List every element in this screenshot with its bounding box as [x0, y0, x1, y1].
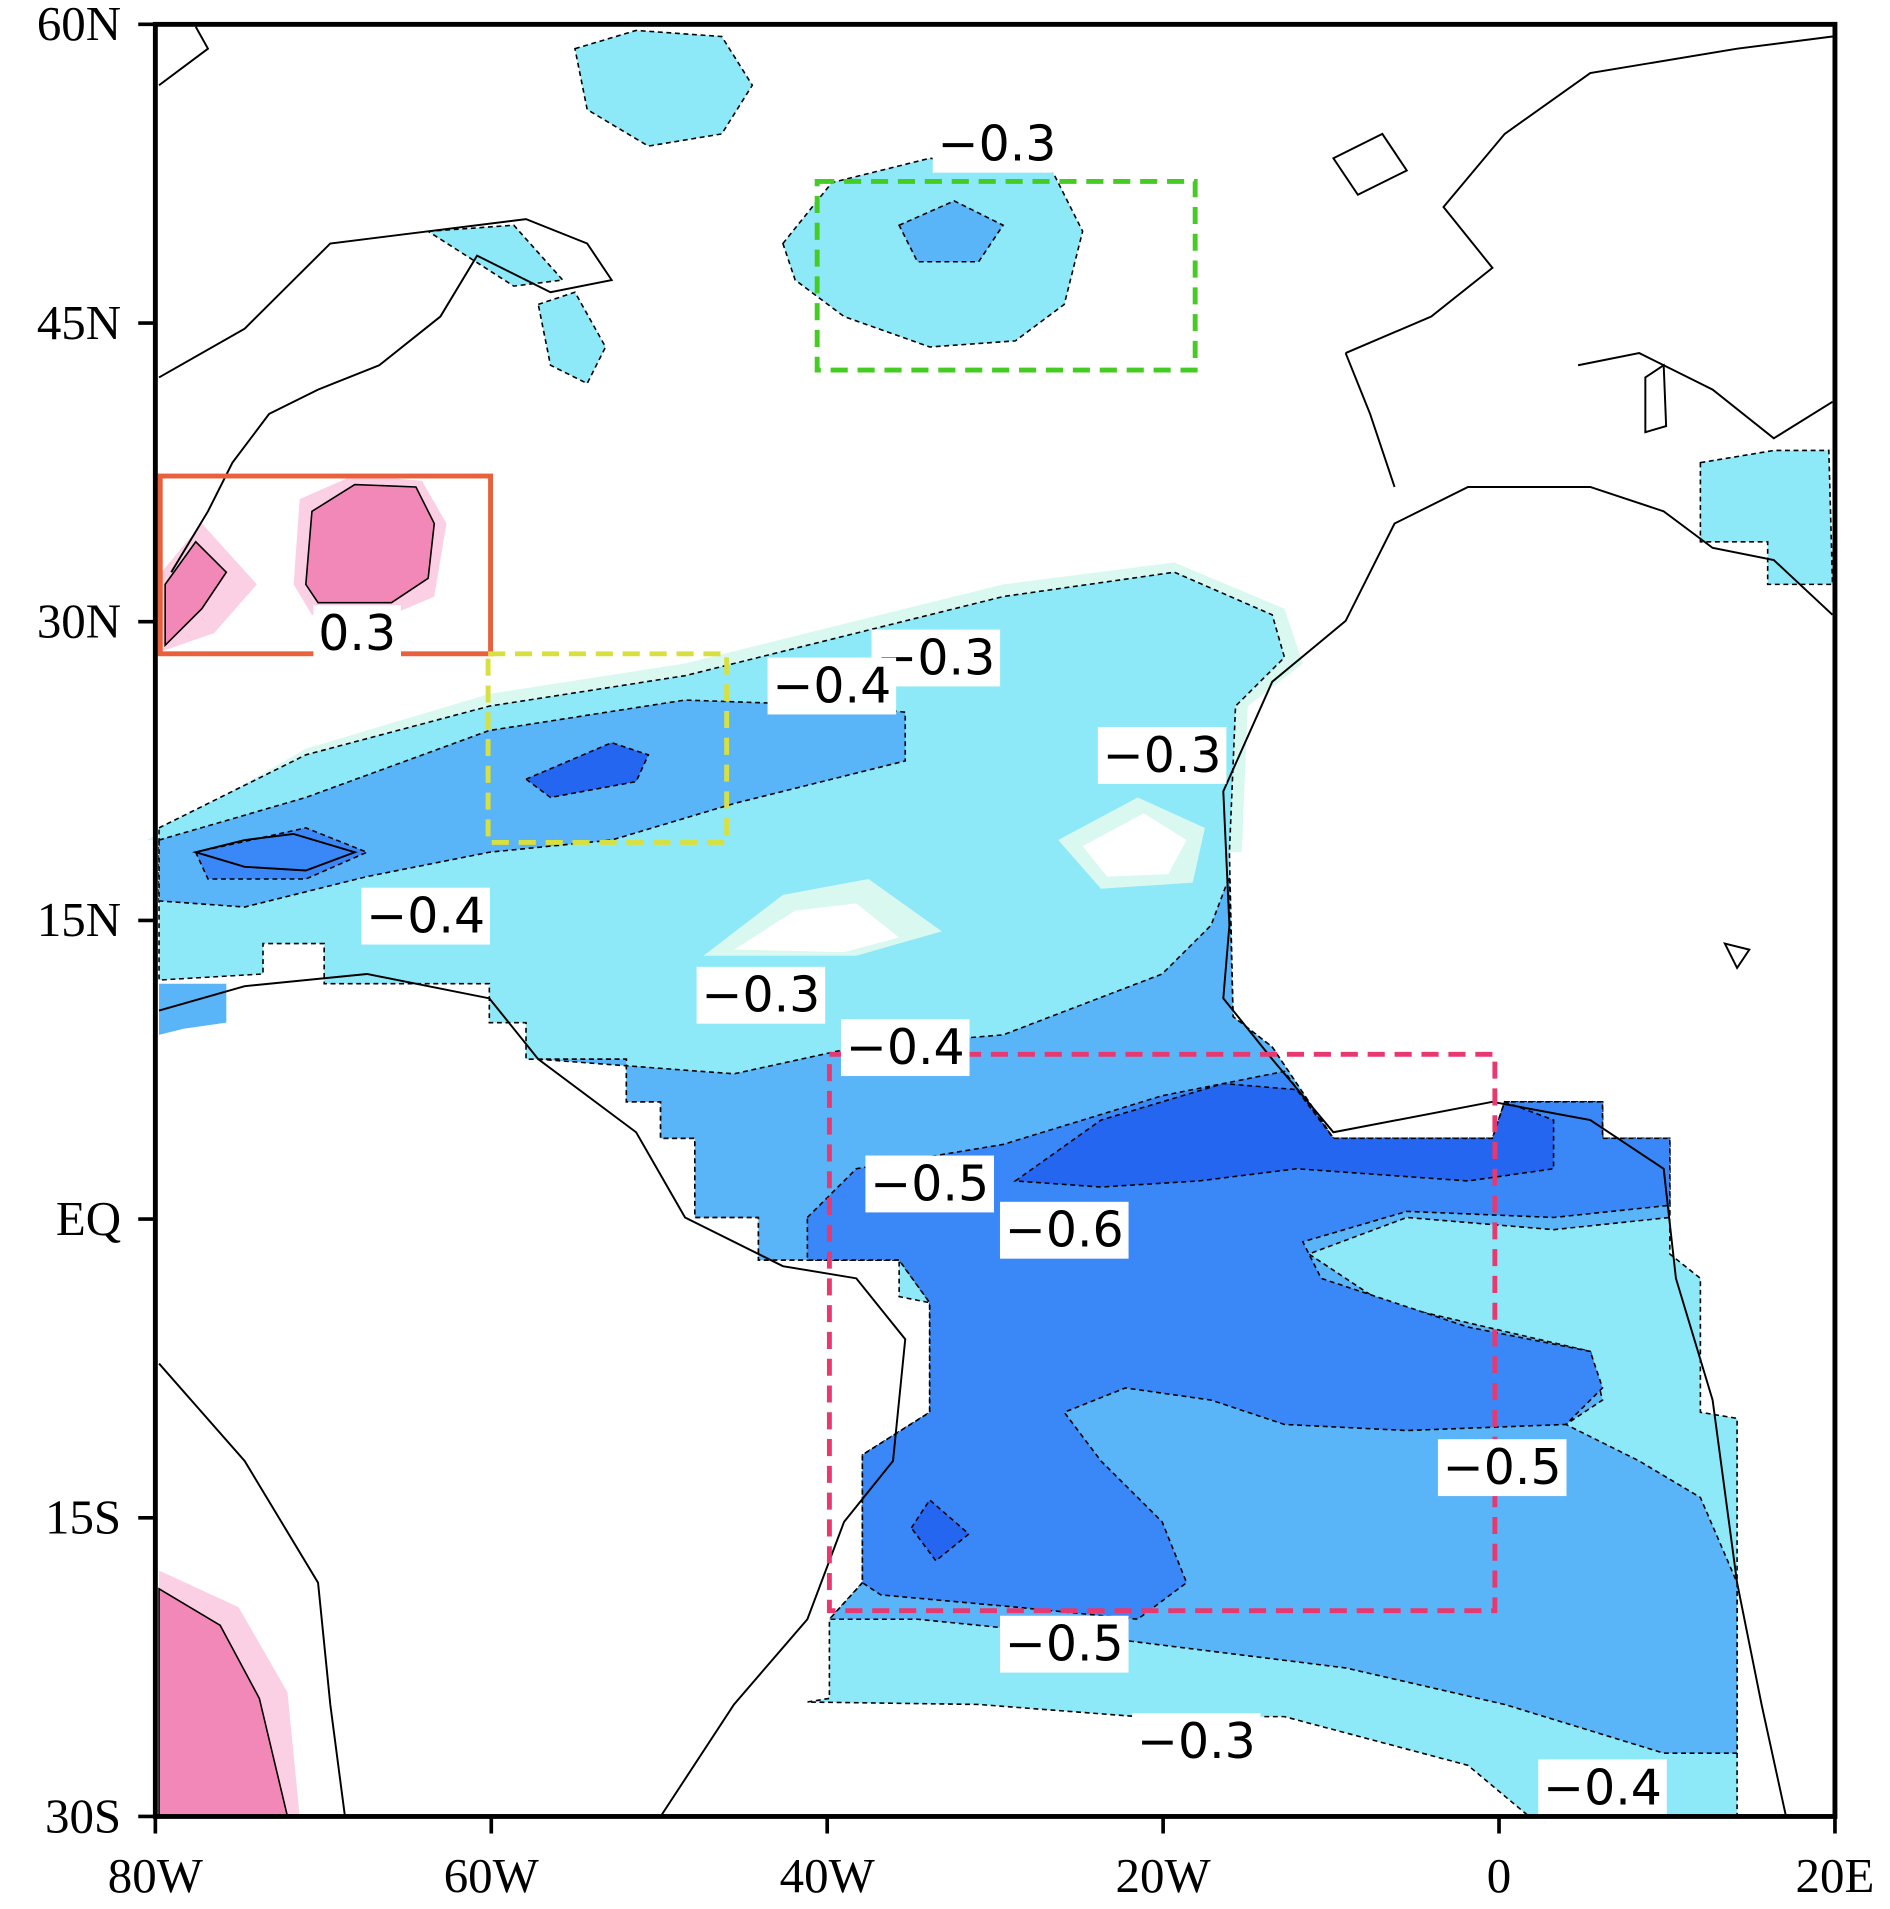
contour-label: −0.5	[999, 1615, 1129, 1673]
contour-label: −0.3	[1132, 1713, 1261, 1771]
contour-label-text: −0.6	[1005, 1202, 1124, 1259]
label-bg	[313, 605, 401, 663]
label-bg	[932, 115, 1062, 173]
y-tick-label: 30S	[45, 1789, 121, 1843]
label-bg	[696, 966, 826, 1024]
shade-05	[194, 827, 370, 880]
x-tick-label: 80W	[108, 1849, 203, 1903]
label-bg	[865, 1155, 994, 1213]
contour-label-text: −0.3	[1137, 1713, 1256, 1770]
contour-label: −0.6	[999, 1201, 1129, 1259]
contour-label-text: 0.3	[318, 605, 396, 662]
contour-label: −0.3	[696, 966, 826, 1024]
contour-label: −0.4	[840, 1019, 970, 1077]
contour-label-text: −0.4	[846, 1019, 965, 1076]
contour-label-text: −0.5	[1005, 1616, 1124, 1673]
label-bg	[1538, 1759, 1667, 1817]
contour-label-text: −0.4	[772, 658, 891, 715]
contour-labels: −0.30.3 −0.3−0.4−0.3−0.4−0.3−0.4−0.5−0.6−…	[313, 115, 1667, 1817]
coastline	[1222, 486, 1834, 1817]
contour-label: −0.3	[1097, 726, 1227, 784]
contour-label: −0.4	[361, 887, 490, 945]
coastline	[158, 26, 614, 573]
y-tick-label: 60N	[37, 0, 121, 51]
x-tick-label: 60W	[444, 1849, 539, 1903]
coastline	[1331, 35, 1834, 488]
box-yellow	[485, 651, 730, 845]
label-bg	[840, 1019, 970, 1077]
label-bg	[999, 1615, 1129, 1673]
y-tick-label: 45N	[37, 296, 121, 350]
label-bg	[1097, 726, 1227, 784]
shade-north-05	[898, 200, 1005, 263]
contour-label-text: −0.5	[1443, 1439, 1562, 1496]
coastline	[158, 972, 907, 1818]
label-bg	[361, 887, 490, 945]
contour-label-text: −0.3	[1103, 727, 1222, 784]
box-green	[814, 178, 1198, 373]
contour-label: −0.4	[767, 657, 897, 715]
contour-label: −0.3	[932, 115, 1062, 173]
gap-white	[733, 813, 1187, 953]
contour-label-text: −0.3	[702, 967, 821, 1024]
contour-label-text: −0.3	[938, 116, 1057, 173]
x-tick-label: 40W	[780, 1849, 875, 1903]
box-pink	[826, 1051, 1498, 1614]
shade-north	[425, 29, 1834, 586]
contour-label: 0.3	[313, 605, 401, 663]
x-tick-label: 20E	[1796, 1849, 1875, 1903]
label-bg	[1437, 1439, 1567, 1497]
coastlines	[158, 26, 1834, 1818]
label-bg	[1132, 1713, 1261, 1771]
y-tick-label: 15S	[45, 1491, 121, 1545]
contour-label-text: −0.4	[1543, 1759, 1662, 1816]
pink	[158, 483, 436, 1818]
label-bg	[999, 1201, 1129, 1259]
y-tick-label: 15N	[37, 893, 121, 947]
contour-label: −0.5	[865, 1155, 994, 1213]
shade-06	[524, 741, 1555, 1562]
contour-label-text: −0.5	[870, 1156, 989, 1213]
shade-04	[159, 983, 227, 1035]
y-tick-label: 30N	[37, 595, 121, 649]
axes: 60N 45N 30N 15N EQ 15S 30S 80W 60W 40W 20W 0 20E	[37, 0, 1874, 1903]
contour-label-text: −0.3	[876, 630, 995, 687]
label-bg	[767, 657, 897, 715]
coastline	[192, 363, 1751, 970]
contour-label: −0.4	[1538, 1759, 1667, 1817]
contour-label-text: −0.4	[366, 888, 485, 945]
contour-label: −0.5	[1437, 1439, 1567, 1497]
coastline	[158, 1362, 346, 1817]
x-tick-label: 20W	[1116, 1849, 1211, 1903]
x-tick-label: 0	[1487, 1849, 1511, 1903]
y-tick-label: EQ	[56, 1192, 121, 1246]
